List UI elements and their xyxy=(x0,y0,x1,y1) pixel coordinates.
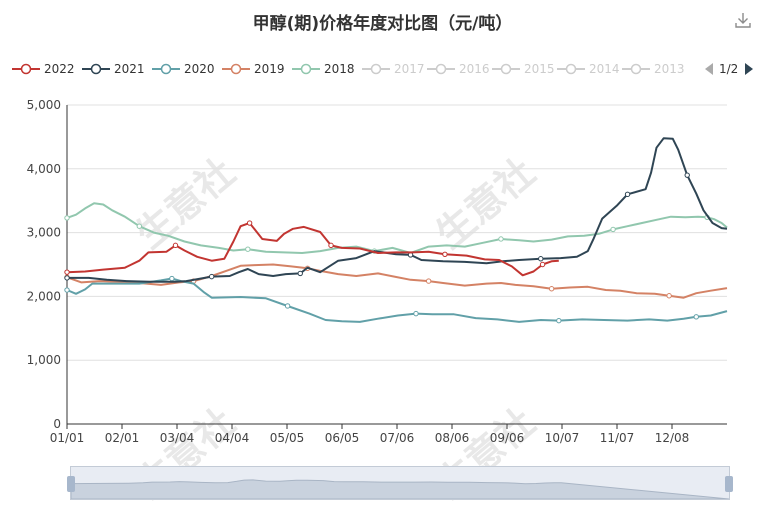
legend-page-indicator: 1/2 xyxy=(719,62,739,76)
x-tick-label: 09/06 xyxy=(490,431,525,445)
data-point-2018 xyxy=(64,215,70,221)
data-point-2022 xyxy=(172,242,179,249)
legend-label: 2016 xyxy=(459,62,490,76)
y-tick-label: 4,000 xyxy=(27,162,61,176)
data-point-2020 xyxy=(169,275,175,282)
y-tick-label: 0 xyxy=(53,417,61,431)
legend-marker-icon xyxy=(222,63,250,75)
legend-label: 2019 xyxy=(254,62,285,76)
data-point-2022 xyxy=(328,242,334,249)
data-point-2022 xyxy=(246,220,253,226)
legend-marker-icon xyxy=(427,63,455,75)
data-point-2020 xyxy=(413,310,419,317)
x-tick-label: 04/04 xyxy=(215,431,250,445)
download-icon-glyph xyxy=(735,13,751,28)
x-tick-label: 11/07 xyxy=(600,431,635,445)
legend-marker-icon xyxy=(557,63,585,75)
data-point-2018 xyxy=(136,223,143,229)
x-tick-label: 05/05 xyxy=(270,431,305,445)
legend-label: 2020 xyxy=(184,62,215,76)
x-tick-label: 01/01 xyxy=(50,431,85,445)
chart-title: 甲醇(期)价格年度对比图（元/吨） xyxy=(252,14,513,34)
data-point-2021 xyxy=(684,172,690,178)
data-point-2020 xyxy=(64,287,70,293)
x-tick-label: 02/01 xyxy=(105,431,140,445)
y-tick-label: 1,000 xyxy=(27,353,61,367)
data-point-2020 xyxy=(556,317,562,324)
data-point-2019 xyxy=(425,278,432,284)
legend-marker-icon xyxy=(82,63,110,75)
legend-label: 2018 xyxy=(324,62,355,76)
data-point-2022 xyxy=(539,261,546,268)
data-point-2018 xyxy=(245,246,251,252)
triangle-right-icon[interactable] xyxy=(743,61,755,77)
data-point-2020 xyxy=(284,303,291,309)
download-icon[interactable] xyxy=(734,11,752,29)
y-tick-label: 2,000 xyxy=(27,289,61,303)
legend-marker-icon xyxy=(12,63,40,75)
data-point-2019 xyxy=(548,286,555,292)
legend-label: 2021 xyxy=(114,62,145,76)
triangle-left-icon[interactable] xyxy=(703,61,715,77)
series-line-2021 xyxy=(67,137,728,283)
data-point-2021 xyxy=(64,275,70,281)
data-point-2019 xyxy=(666,293,672,299)
x-tick-label: 06/05 xyxy=(325,431,360,445)
data-point-2018 xyxy=(610,226,616,233)
legend-marker-icon xyxy=(152,63,180,75)
data-zoom-preview xyxy=(71,479,729,499)
zoom-handle-right[interactable] xyxy=(725,476,733,492)
data-point-2021 xyxy=(538,256,544,262)
data-point-2021 xyxy=(624,191,631,198)
legend-marker-icon xyxy=(292,63,320,75)
y-tick-label: 5,000 xyxy=(27,98,61,112)
x-tick-label: 07/06 xyxy=(380,431,415,445)
x-tick-label: 08/06 xyxy=(435,431,470,445)
series-line-2020 xyxy=(66,277,728,323)
legend-marker-icon xyxy=(622,63,650,75)
data-point-2021 xyxy=(297,270,303,277)
zoom-handle-left[interactable] xyxy=(67,476,75,492)
x-tick-label: 10/07 xyxy=(545,431,580,445)
data-point-2021 xyxy=(208,273,215,280)
series-line-2018 xyxy=(66,202,728,254)
data-point-2020 xyxy=(693,314,699,320)
legend-label: 2014 xyxy=(589,62,620,76)
data-point-2018 xyxy=(498,236,504,242)
legend-label: 2013 xyxy=(654,62,685,76)
x-tick-label: 03/04 xyxy=(160,431,195,445)
zoom-preview-area xyxy=(71,479,729,499)
legend-label: 2017 xyxy=(394,62,425,76)
legend-marker-icon xyxy=(362,63,390,75)
data-point-2022 xyxy=(64,269,70,275)
legend-label: 2022 xyxy=(44,62,75,76)
x-tick-label: 12/08 xyxy=(655,431,690,445)
legend-label: 2015 xyxy=(524,62,555,76)
data-zoom-slider[interactable] xyxy=(67,466,733,500)
legend-marker-icon xyxy=(492,63,520,75)
y-tick-label: 3,000 xyxy=(27,226,61,240)
series-line-2022 xyxy=(66,222,559,277)
data-point-2022 xyxy=(442,251,448,257)
